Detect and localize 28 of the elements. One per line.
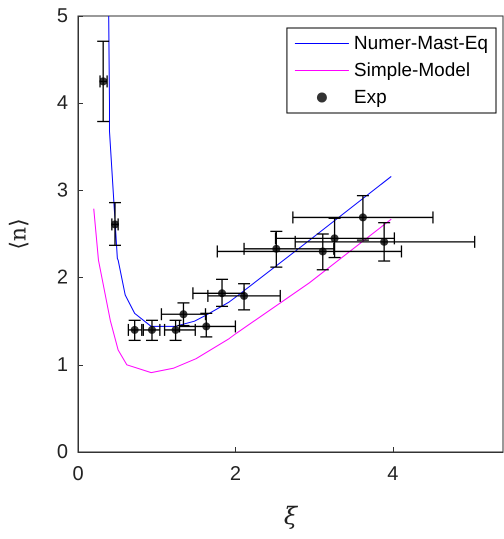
x-axis-title: ξ [284, 502, 299, 530]
point [330, 234, 339, 242]
point [240, 292, 248, 300]
y-axis-title: ⟨n⟩ [6, 218, 32, 250]
point [358, 213, 367, 222]
point [179, 310, 188, 318]
y-tick-label: 5 [56, 5, 68, 27]
point [218, 289, 226, 298]
y-tick-label: 4 [56, 92, 68, 114]
line-series [93, 208, 392, 374]
x-tick-label: 0 [72, 463, 84, 485]
point [172, 326, 180, 334]
x-tick-label: 2 [230, 463, 241, 485]
point [202, 322, 210, 330]
legend-label: Numer-Mast-Eq [354, 33, 488, 54]
point [130, 326, 139, 334]
point [99, 77, 108, 86]
point [272, 244, 280, 253]
x-tick-label: 4 [387, 463, 398, 485]
y-tick-label: 1 [56, 354, 68, 376]
y-tick-label: 3 [56, 179, 68, 202]
legend-label: Exp [354, 87, 387, 108]
point [318, 247, 327, 256]
legend-label: Simple-Model [354, 60, 470, 81]
y-tick-label: 2 [56, 266, 68, 289]
y-tick-label: 0 [56, 441, 68, 463]
point [111, 220, 119, 228]
point [148, 326, 156, 334]
